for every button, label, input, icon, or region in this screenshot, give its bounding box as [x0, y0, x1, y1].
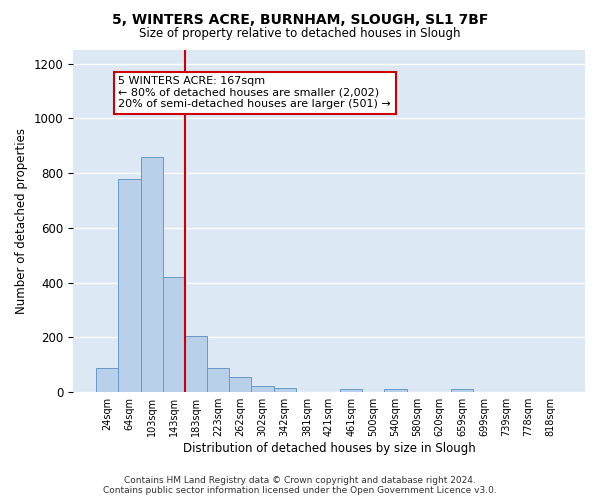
- Bar: [274, 388, 296, 392]
- Bar: [251, 386, 274, 392]
- Text: 5, WINTERS ACRE, BURNHAM, SLOUGH, SL1 7BF: 5, WINTERS ACRE, BURNHAM, SLOUGH, SL1 7B…: [112, 12, 488, 26]
- Text: 5 WINTERS ACRE: 167sqm
← 80% of detached houses are smaller (2,002)
20% of semi-: 5 WINTERS ACRE: 167sqm ← 80% of detached…: [118, 76, 391, 109]
- Y-axis label: Number of detached properties: Number of detached properties: [15, 128, 28, 314]
- Bar: [229, 377, 251, 392]
- Bar: [163, 277, 185, 392]
- Text: Size of property relative to detached houses in Slough: Size of property relative to detached ho…: [139, 28, 461, 40]
- X-axis label: Distribution of detached houses by size in Slough: Distribution of detached houses by size …: [182, 442, 475, 455]
- Text: Contains HM Land Registry data © Crown copyright and database right 2024.
Contai: Contains HM Land Registry data © Crown c…: [103, 476, 497, 495]
- Bar: [140, 157, 163, 392]
- Bar: [185, 336, 207, 392]
- Bar: [451, 390, 473, 392]
- Bar: [207, 368, 229, 392]
- Bar: [118, 178, 140, 392]
- Bar: [385, 390, 407, 392]
- Bar: [340, 390, 362, 392]
- Bar: [96, 368, 118, 392]
